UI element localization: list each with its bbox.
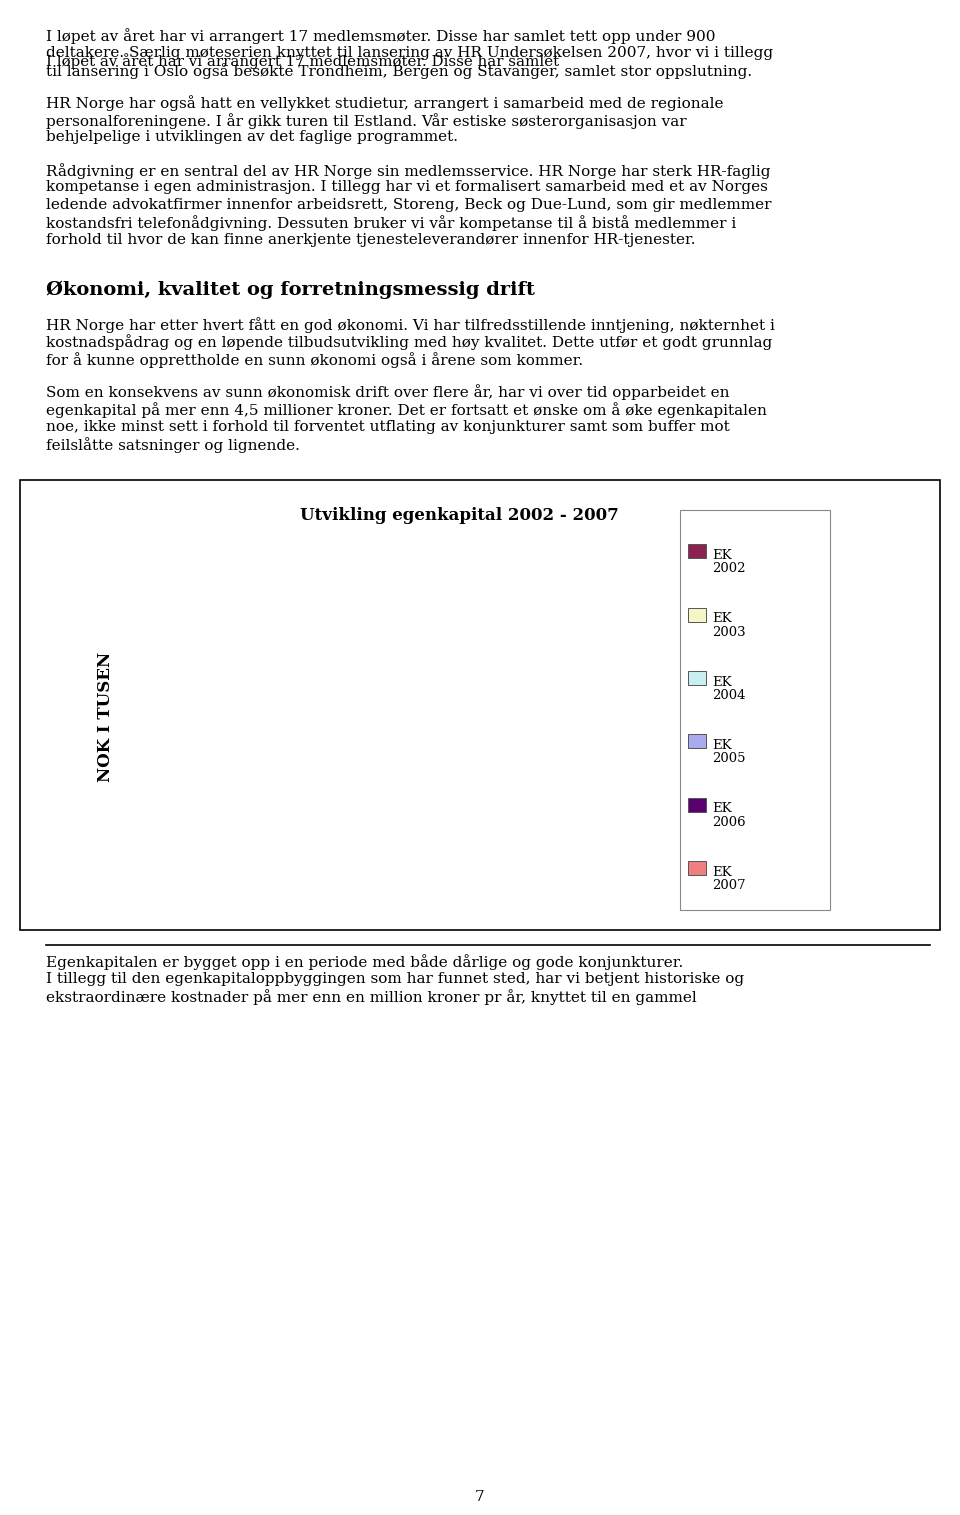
Bar	[688, 671, 706, 685]
Text: 2003: 2003	[712, 626, 746, 638]
Text: for å kunne opprettholde en sunn økonomi også i årene som kommer.: for å kunne opprettholde en sunn økonomi…	[46, 351, 583, 368]
Text: EK: EK	[712, 867, 732, 879]
Text: forhold til hvor de kan finne anerkjente tjenesteleverandører innenfor HR-tjenes: forhold til hvor de kan finne anerkjente…	[46, 233, 695, 247]
Bar	[688, 797, 706, 812]
Text: I tillegg til den egenkapitaloppbyggingen som har funnet sted, har vi betjent hi: I tillegg til den egenkapitaloppbygginge…	[46, 973, 744, 986]
Text: ledende advokatfirmer innenfor arbeidsrett, Storeng, Beck og Due-Lund, som gir m: ledende advokatfirmer innenfor arbeidsre…	[46, 198, 772, 212]
Bar	[688, 608, 706, 621]
Text: egenkapital på mer enn 4,5 millioner kroner. Det er fortsatt et ønske om å øke e: egenkapital på mer enn 4,5 millioner kro…	[46, 401, 767, 418]
Text: 2005: 2005	[712, 751, 746, 765]
Bar	[588, 564, 648, 900]
Bar	[688, 861, 706, 874]
Text: 2004: 2004	[712, 689, 746, 701]
Text: I løpet av året har vi arrangert 17 medlemsmøter. Disse har samlet ​: I løpet av året har vi arrangert 17 medl…	[46, 53, 564, 68]
Text: Rådgivning er en sentral del av HR Norge sin medlemsservice. HR Norge har sterk : Rådgivning er en sentral del av HR Norge…	[46, 164, 771, 179]
Text: personalforeningene. I år gikk turen til Estland. Vår estiske søsterorganisasjon: personalforeningene. I år gikk turen til…	[46, 114, 686, 129]
Bar	[688, 735, 706, 748]
Bar	[688, 544, 706, 558]
Bar	[505, 659, 565, 900]
Bar	[20, 480, 940, 930]
Text: 7: 7	[475, 1489, 485, 1504]
Text: NOK I TUSEN: NOK I TUSEN	[97, 651, 113, 782]
Text: kompetanse i egen administrasjon. I tillegg har vi et formalisert samarbeid med : kompetanse i egen administrasjon. I till…	[46, 180, 768, 194]
Text: deltakere. Særlig møteserien knyttet til lansering av HR Undersøkelsen 2007, hvo: deltakere. Særlig møteserien knyttet til…	[46, 45, 773, 59]
Bar	[421, 691, 482, 900]
Text: HR Norge har etter hvert fått en god økonomi. Vi har tilfredsstillende inntjenin: HR Norge har etter hvert fått en god øko…	[46, 317, 775, 333]
Text: 2006: 2006	[712, 815, 746, 829]
Text: feilslåtte satsninger og lignende.: feilslåtte satsninger og lignende.	[46, 436, 300, 453]
Text: ekstraordinære kostnader på mer enn en million kroner pr år, knyttet til en gamm: ekstraordinære kostnader på mer enn en m…	[46, 989, 697, 1006]
Bar	[255, 807, 315, 900]
Text: 2007: 2007	[712, 879, 746, 892]
Text: Egenkapitalen er bygget opp i en periode med både dårlige og gode konjunkturer.: Egenkapitalen er bygget opp i en periode…	[46, 954, 684, 971]
Bar	[338, 758, 398, 900]
Text: Økonomi, kvalitet og forretningsmessig drift: Økonomi, kvalitet og forretningsmessig d…	[46, 280, 535, 298]
Text: behjelpelige i utviklingen av det faglige programmet.: behjelpelige i utviklingen av det faglig…	[46, 130, 458, 144]
Text: Utvikling egenkapital 2002 - 2007: Utvikling egenkapital 2002 - 2007	[300, 508, 619, 524]
Text: noe, ikke minst sett i forhold til forventet utflating av konjunkturer samt som : noe, ikke minst sett i forhold til forve…	[46, 420, 730, 433]
Text: EK: EK	[712, 676, 732, 689]
Text: EK: EK	[712, 739, 732, 751]
Text: Som en konsekvens av sunn økonomisk drift over flere år, har vi over tid opparbe: Som en konsekvens av sunn økonomisk drif…	[46, 385, 730, 400]
Text: 2002: 2002	[712, 562, 746, 576]
Text: kostandsfri telefonådgivning. Dessuten bruker vi vår kompetanse til å bistå medl: kostandsfri telefonådgivning. Dessuten b…	[46, 215, 736, 232]
Text: kostnadspådrag og en løpende tilbudsutvikling med høy kvalitet. Dette utfør et g: kostnadspådrag og en løpende tilbudsutvi…	[46, 335, 772, 350]
Text: HR Norge har også hatt en vellykket studietur, arrangert i samarbeid med de regi: HR Norge har også hatt en vellykket stud…	[46, 95, 724, 112]
Text: EK: EK	[712, 612, 732, 626]
Text: til lansering i Oslo også besøkte Trondheim, Bergen og Stavanger, samlet stor op: til lansering i Oslo også besøkte Trondh…	[46, 64, 752, 79]
Bar	[172, 841, 231, 900]
Text: I løpet av året har vi arrangert 17 medlemsmøter. Disse har samlet tett opp unde: I løpet av året har vi arrangert 17 medl…	[46, 27, 715, 44]
Text: EK: EK	[712, 548, 732, 562]
Bar	[680, 509, 830, 909]
Text: EK: EK	[712, 803, 732, 815]
